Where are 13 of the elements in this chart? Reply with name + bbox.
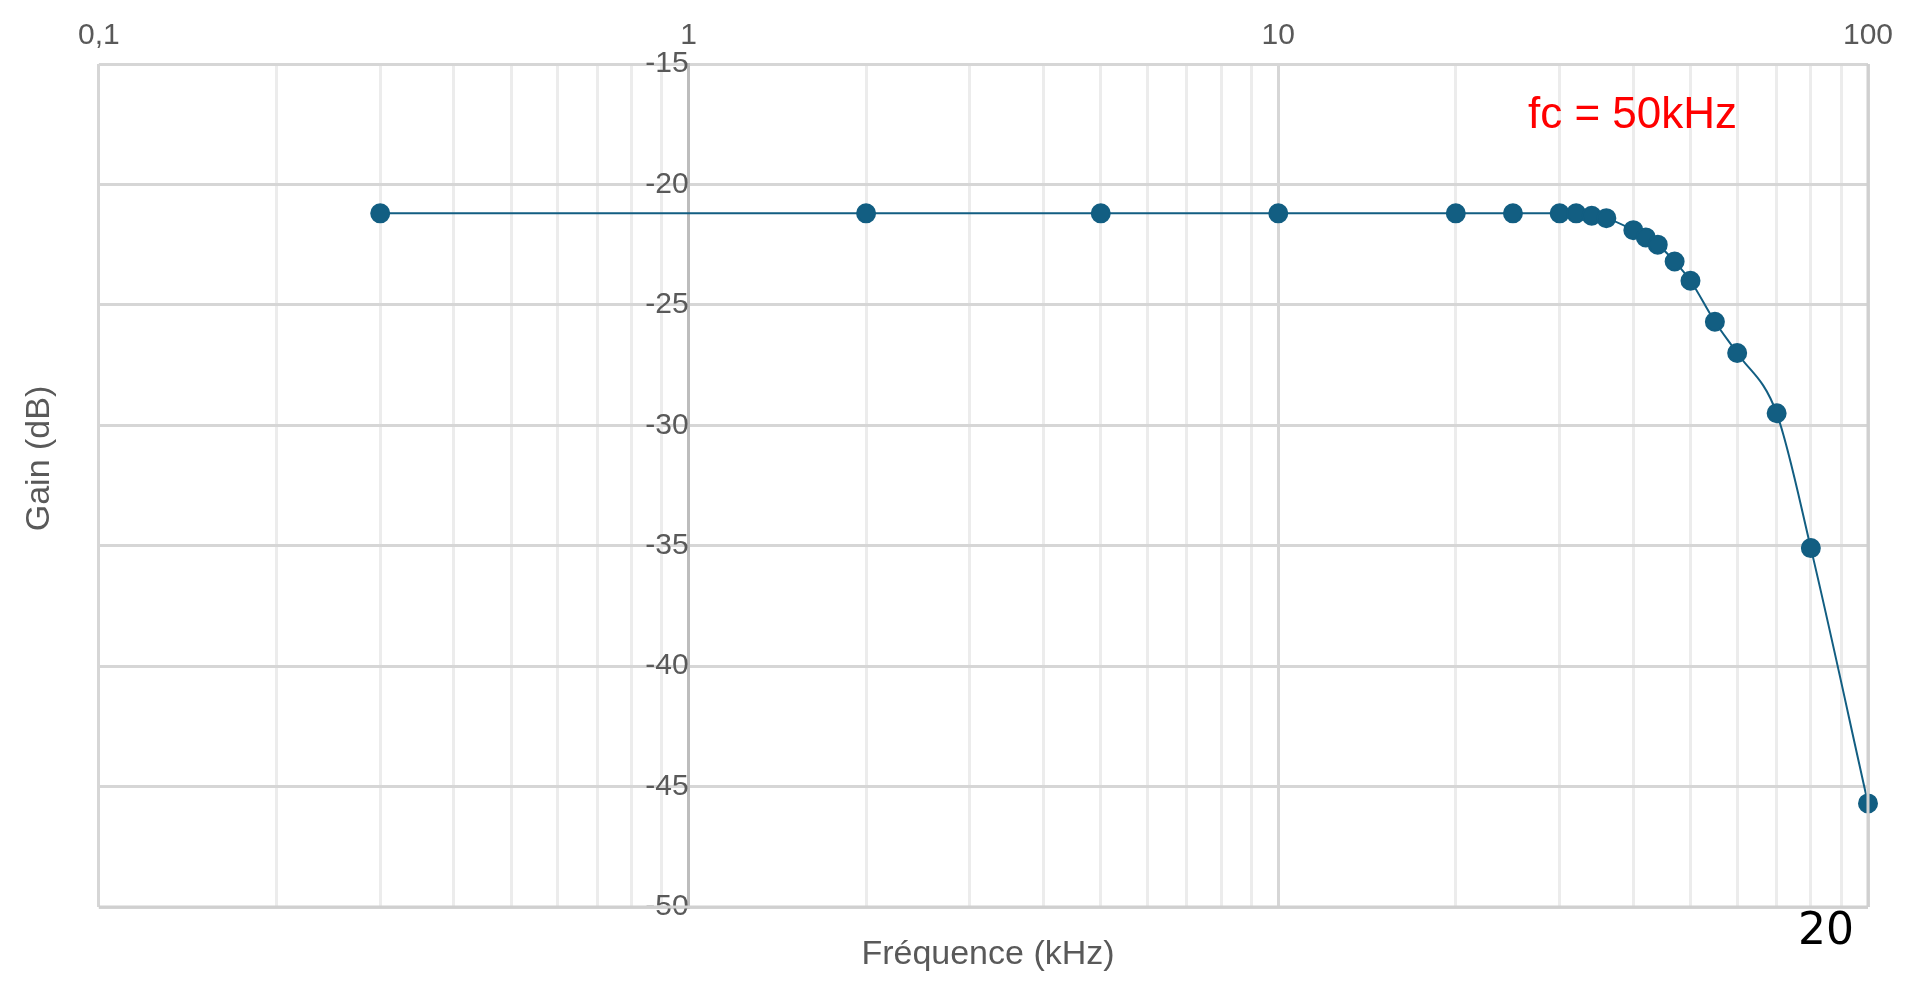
x-axis-title: Fréquence (kHz)	[861, 933, 1115, 971]
x-tick-label: 100	[1842, 17, 1894, 51]
annotation: fc = 50kHz	[1528, 88, 1738, 138]
y-axis-title: Gain (dB)	[18, 385, 58, 531]
annotation: 20	[1798, 903, 1854, 954]
y-tick-label: -40	[645, 647, 689, 681]
x-tick-label: 0,1	[77, 17, 120, 51]
y-tick-label: -45	[645, 767, 689, 801]
y-tick-label: -25	[645, 286, 689, 320]
y-tick-label: -35	[645, 526, 689, 560]
y-tick-label: -20	[645, 165, 689, 199]
y-tick-label: -30	[645, 406, 689, 440]
x-tick-label: 10	[1261, 17, 1295, 51]
